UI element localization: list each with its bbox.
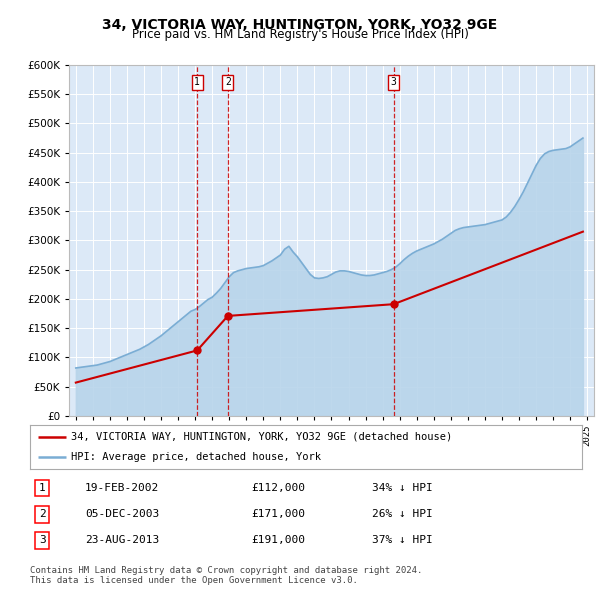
Text: 2: 2 bbox=[225, 77, 231, 87]
Text: 37% ↓ HPI: 37% ↓ HPI bbox=[372, 536, 433, 546]
Text: 3: 3 bbox=[39, 536, 46, 546]
Text: 34% ↓ HPI: 34% ↓ HPI bbox=[372, 483, 433, 493]
Text: 26% ↓ HPI: 26% ↓ HPI bbox=[372, 509, 433, 519]
Text: HPI: Average price, detached house, York: HPI: Average price, detached house, York bbox=[71, 452, 322, 462]
Text: 05-DEC-2003: 05-DEC-2003 bbox=[85, 509, 160, 519]
Text: £191,000: £191,000 bbox=[251, 536, 305, 546]
Text: 1: 1 bbox=[39, 483, 46, 493]
Text: 19-FEB-2002: 19-FEB-2002 bbox=[85, 483, 160, 493]
Text: 3: 3 bbox=[391, 77, 397, 87]
Text: 23-AUG-2013: 23-AUG-2013 bbox=[85, 536, 160, 546]
Text: 34, VICTORIA WAY, HUNTINGTON, YORK, YO32 9GE (detached house): 34, VICTORIA WAY, HUNTINGTON, YORK, YO32… bbox=[71, 432, 452, 442]
Text: £171,000: £171,000 bbox=[251, 509, 305, 519]
Text: Price paid vs. HM Land Registry's House Price Index (HPI): Price paid vs. HM Land Registry's House … bbox=[131, 28, 469, 41]
Text: £112,000: £112,000 bbox=[251, 483, 305, 493]
Text: 2: 2 bbox=[39, 509, 46, 519]
Text: 1: 1 bbox=[194, 77, 200, 87]
Text: 34, VICTORIA WAY, HUNTINGTON, YORK, YO32 9GE: 34, VICTORIA WAY, HUNTINGTON, YORK, YO32… bbox=[103, 18, 497, 32]
Text: Contains HM Land Registry data © Crown copyright and database right 2024.
This d: Contains HM Land Registry data © Crown c… bbox=[30, 566, 422, 585]
